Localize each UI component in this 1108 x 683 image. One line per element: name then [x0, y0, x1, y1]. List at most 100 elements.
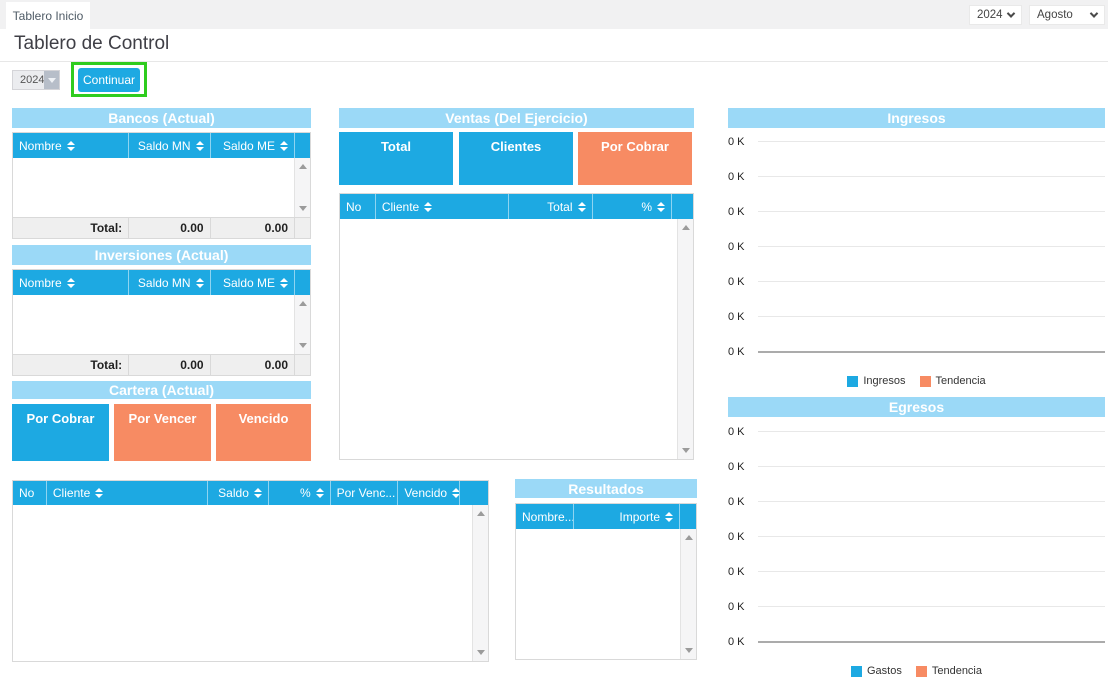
- resultados-table-body: [516, 529, 696, 659]
- sort-icon: [195, 140, 204, 151]
- ventas-table-body: [340, 219, 693, 459]
- year-dropdown[interactable]: 2024: [12, 70, 60, 90]
- column-header-saldo-mn[interactable]: Saldo MN: [128, 270, 209, 295]
- column-header-vencido[interactable]: Vencido: [397, 481, 460, 505]
- chart-plot-area: 0 K 0 K 0 K 0 K 0 K 0 K 0 K: [728, 414, 1105, 659]
- column-header-cliente[interactable]: Cliente: [45, 481, 207, 505]
- scroll-up-icon[interactable]: [681, 225, 690, 230]
- year-select[interactable]: 2024: [969, 5, 1022, 25]
- sort-icon: [452, 488, 460, 498]
- tab-label: Tablero Inicio: [12, 8, 84, 23]
- year-select-value: 2024: [977, 9, 1003, 21]
- column-header-percent[interactable]: %: [591, 194, 672, 219]
- column-header-saldo[interactable]: Saldo: [207, 481, 268, 505]
- gridline: [758, 501, 1105, 502]
- column-header-spacer: [459, 481, 488, 505]
- sort-icon: [95, 488, 104, 498]
- column-label: Importe: [619, 509, 661, 524]
- legend-item[interactable]: Ingresos: [847, 375, 906, 387]
- column-header-no[interactable]: No: [340, 194, 375, 219]
- gridline: [758, 431, 1105, 432]
- page-title: Tablero de Control: [14, 33, 170, 54]
- chart-grid-row: 0 K: [728, 519, 1105, 554]
- chevron-down-icon: [1006, 9, 1016, 18]
- column-header-spacer: [294, 270, 310, 295]
- dropdown-arrow-button[interactable]: [44, 71, 59, 89]
- scrollbar[interactable]: [294, 158, 310, 217]
- legend-item[interactable]: Tendencia: [915, 665, 982, 677]
- scroll-down-icon[interactable]: [298, 343, 307, 348]
- top-bar: Tablero Inicio 2024 Agosto: [0, 0, 1108, 29]
- chart-plot-area: 0 K 0 K 0 K 0 K 0 K 0 K 0 K: [728, 124, 1105, 369]
- column-header-no[interactable]: No: [13, 481, 46, 505]
- scrollbar[interactable]: [472, 505, 488, 661]
- legend-item[interactable]: Gastos: [850, 665, 902, 677]
- scrollbar[interactable]: [680, 529, 696, 659]
- axis-tick-label: 0 K: [728, 205, 745, 218]
- sort-icon: [657, 201, 666, 212]
- inversiones-table-body: [13, 295, 310, 354]
- total-label: Total:: [90, 358, 123, 372]
- legend-swatch-icon: [915, 665, 927, 677]
- scroll-up-icon[interactable]: [298, 164, 307, 169]
- inversiones-panel-header: Inversiones (Actual): [12, 245, 311, 265]
- scroll-up-icon[interactable]: [684, 535, 693, 540]
- axis-tick-label: 0 K: [728, 530, 745, 543]
- sort-icon: [280, 277, 289, 288]
- column-header-nombre[interactable]: Nombre...: [516, 504, 573, 529]
- column-header-nombre[interactable]: Nombre: [13, 270, 128, 295]
- column-header-nombre[interactable]: Nombre: [13, 133, 128, 158]
- column-header-importe[interactable]: Importe: [573, 504, 679, 529]
- legend-label: Tendencia: [935, 375, 986, 387]
- total-spacer: [294, 355, 310, 375]
- column-header-saldo-me[interactable]: Saldo ME: [209, 133, 294, 158]
- sort-icon: [195, 277, 204, 288]
- ventas-table-header: No Cliente Total %: [340, 194, 693, 219]
- chart-grid-row: 0 K: [728, 624, 1105, 659]
- legend-item[interactable]: Tendencia: [919, 375, 986, 387]
- column-header-por-vencer[interactable]: Por Venc...: [329, 481, 398, 505]
- title-divider: [0, 61, 1108, 62]
- axis-tick-label: 0 K: [728, 600, 745, 613]
- gridline: [758, 246, 1105, 247]
- chart-legend: Ingresos Tendencia: [728, 375, 1105, 387]
- column-label: Nombre: [19, 138, 62, 153]
- scroll-down-icon[interactable]: [681, 448, 690, 453]
- scrollbar[interactable]: [677, 219, 693, 459]
- month-select[interactable]: Agosto: [1029, 5, 1105, 25]
- legend-label: Gastos: [866, 665, 902, 677]
- bancos-table-body: [13, 158, 310, 217]
- chart-grid-row: 0 K: [728, 414, 1105, 449]
- chart-legend: Gastos Tendencia: [728, 665, 1105, 677]
- column-header-total[interactable]: Total: [508, 194, 592, 219]
- column-header-cliente[interactable]: Cliente: [374, 194, 508, 219]
- ingresos-chart: 0 K 0 K 0 K 0 K 0 K 0 K 0 K Ingresos Tendencia: [728, 124, 1105, 387]
- total-me-value: 0.00: [209, 355, 294, 375]
- chart-grid-row: 0 K: [728, 484, 1105, 519]
- column-label: Saldo ME: [222, 138, 276, 153]
- scroll-down-icon[interactable]: [476, 650, 485, 655]
- column-header-percent[interactable]: %: [267, 481, 330, 505]
- bancos-total-row: Total: 0.00 0.00: [13, 217, 310, 238]
- gridline: [758, 571, 1105, 572]
- axis-tick-label: 0 K: [728, 240, 745, 253]
- resultados-panel-header: Resultados: [515, 479, 697, 498]
- scroll-down-icon[interactable]: [684, 648, 693, 653]
- scroll-up-icon[interactable]: [298, 301, 307, 306]
- cartera-tile-por-cobrar: Por Cobrar: [12, 404, 109, 461]
- continuar-button[interactable]: Continuar: [78, 68, 140, 92]
- column-header-saldo-me[interactable]: Saldo ME: [209, 270, 294, 295]
- tab-tablero-inicio[interactable]: Tablero Inicio: [6, 2, 90, 29]
- column-header-saldo-mn[interactable]: Saldo MN: [128, 133, 209, 158]
- cartera-table-header: No Cliente Saldo % Por Venc... Vencido: [13, 481, 488, 505]
- resultados-table-header: Nombre... Importe: [516, 504, 696, 529]
- inversiones-table-header: Nombre Saldo MN Saldo ME: [13, 270, 310, 295]
- chart-grid-row: 0 K: [728, 449, 1105, 484]
- scroll-up-icon[interactable]: [476, 511, 485, 516]
- scroll-down-icon[interactable]: [298, 206, 307, 211]
- scrollbar[interactable]: [294, 295, 310, 354]
- ventas-panel-header: Ventas (Del Ejercicio): [339, 108, 694, 128]
- column-label: No: [19, 486, 35, 500]
- sort-icon: [66, 277, 75, 288]
